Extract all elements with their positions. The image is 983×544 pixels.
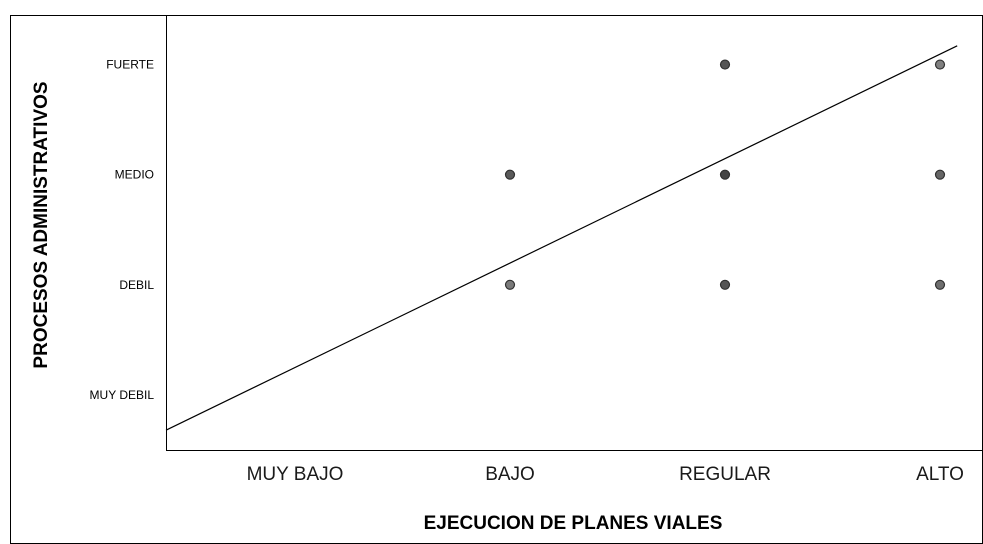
data-point — [504, 169, 516, 180]
data-point — [934, 169, 946, 180]
x-axis-title: EJECUCION DE PLANES VIALES — [424, 513, 723, 534]
x-tick-label: ALTO — [916, 464, 964, 485]
y-tick-label: MEDIO — [115, 168, 154, 182]
data-point — [719, 59, 731, 70]
y-tick-label: MUY DEBIL — [90, 388, 155, 402]
x-tick-label: BAJO — [485, 464, 535, 485]
y-tick-label: DEBIL — [119, 278, 154, 292]
data-point — [719, 279, 731, 290]
data-point — [934, 279, 946, 290]
data-point — [504, 279, 516, 290]
plot-area: MUY DEBIL DEBIL MEDIO FUERTE MUY BAJO BAJO REG… — [90, 15, 983, 485]
x-tick-label: MUY BAJO — [247, 464, 344, 485]
fit-line — [165, 45, 958, 431]
data-point — [934, 59, 946, 70]
y-axis-title: PROCESOS ADMINISTRATIVOS — [31, 81, 52, 368]
x-tick-label: REGULAR — [679, 464, 771, 485]
data-point — [719, 169, 731, 180]
y-tick-label: FUERTE — [106, 58, 154, 72]
